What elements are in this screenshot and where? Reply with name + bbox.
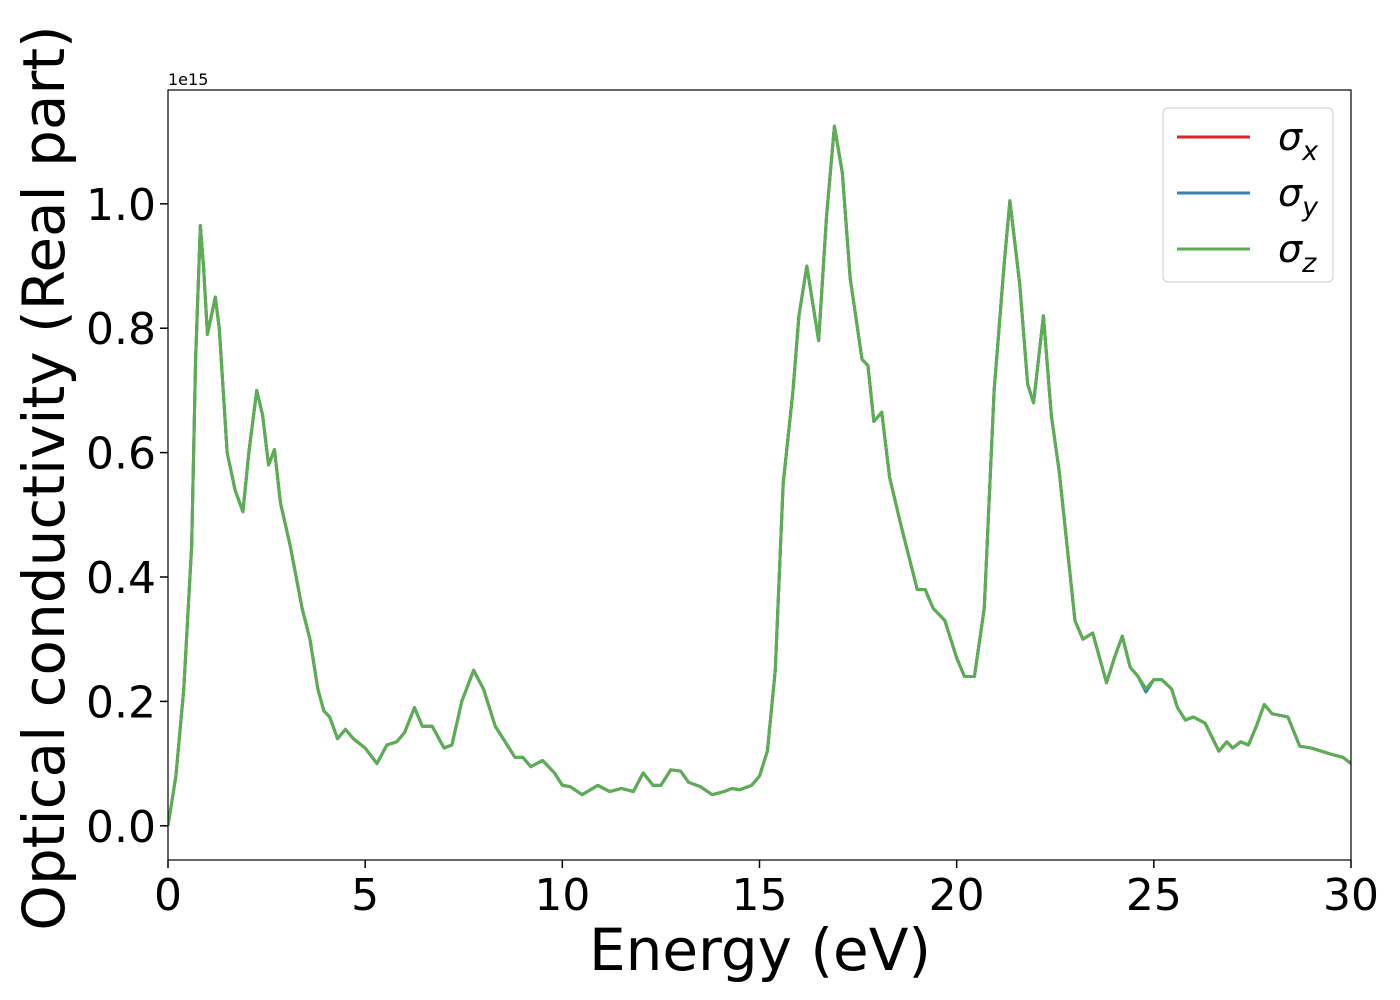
y-tick-label: 0.4: [86, 553, 156, 604]
x-tick-label: 0: [154, 870, 182, 921]
y-tick-label: 0.8: [86, 304, 156, 355]
series-line: [168, 124, 1351, 827]
x-tick-label: 10: [534, 870, 590, 921]
legend-label: σy: [1278, 171, 1319, 223]
x-axis-label: Energy (eV): [589, 916, 931, 984]
y-tick-label: 0.2: [86, 677, 156, 728]
offset-label: 1e15: [168, 70, 208, 89]
legend-label: σz: [1278, 227, 1317, 279]
x-tick-label: 20: [929, 870, 985, 921]
legend-box: [1162, 107, 1334, 283]
y-tick-label: 0.6: [86, 429, 156, 480]
y-axis-label: Optical conductivity (Real part): [10, 25, 78, 930]
x-tick-label: 25: [1126, 870, 1182, 921]
plot-frame: [167, 89, 1352, 861]
x-tick-label: 15: [732, 870, 788, 921]
y-tick-label: 1.0: [86, 180, 156, 231]
legend-label: σx: [1278, 115, 1319, 167]
y-tick-label: 0.0: [86, 802, 156, 853]
x-tick-label: 5: [351, 870, 379, 921]
x-tick-label: 30: [1323, 870, 1379, 921]
